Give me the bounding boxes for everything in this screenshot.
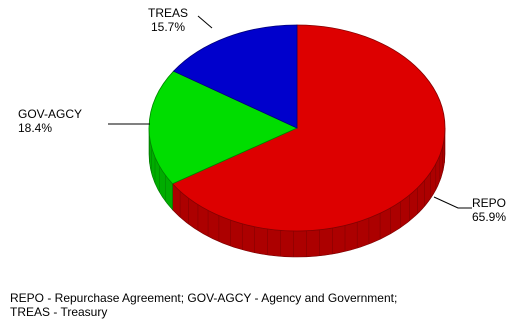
slice-value-gov-agcy: 18.4% <box>18 121 53 135</box>
slice-label-gov-agcy: GOV-AGCY 18.4% <box>18 107 82 135</box>
pie-tops <box>148 24 446 232</box>
slice-name-gov-agcy: GOV-AGCY <box>18 107 83 121</box>
pie-slice-treas <box>172 24 298 129</box>
footnote-line-1: REPO - Repurchase Agreement; GOV-AGCY - … <box>10 291 398 305</box>
slice-name-repo: REPO <box>472 196 507 210</box>
leader-line-treas <box>197 15 213 29</box>
pie-chart <box>108 15 472 258</box>
slice-value-treas: 15.7% <box>150 20 186 34</box>
footnote-line-2: TREAS - Treasury <box>10 305 108 319</box>
pie-slice-repo <box>171 24 446 232</box>
slice-label-treas: TREAS 15.7% <box>148 6 188 34</box>
leader-lines <box>108 15 472 209</box>
footnote: REPO - Repurchase Agreement; GOV-AGCY - … <box>10 291 510 319</box>
slice-label-repo: REPO 65.9% <box>472 196 506 224</box>
slice-name-treas: TREAS <box>148 6 189 20</box>
slice-value-repo: 65.9% <box>472 210 507 224</box>
pie-slice-gov-agcy <box>148 70 298 185</box>
leader-line-repo <box>433 196 472 209</box>
